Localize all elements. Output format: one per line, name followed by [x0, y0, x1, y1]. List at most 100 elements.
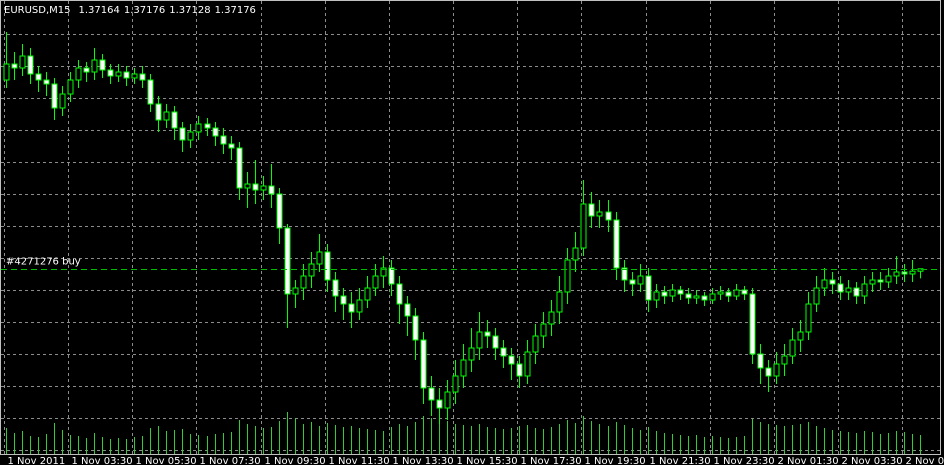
- candle-body: [11, 63, 18, 69]
- candle-body: [43, 79, 50, 85]
- x-tick-label: 1 Nov 03:30: [72, 456, 133, 465]
- candle-body: [629, 279, 636, 285]
- x-tick-label: 1 Nov 15:30: [457, 456, 518, 465]
- candle-body: [428, 387, 435, 401]
- candle-body: [829, 279, 836, 285]
- x-tick-label: 1 Nov 19:30: [585, 456, 646, 465]
- candle-body: [877, 279, 884, 283]
- candle-body: [195, 123, 202, 133]
- x-tick-label: 1 Nov 21:30: [650, 456, 711, 465]
- candle-body: [861, 283, 868, 297]
- candle-body: [187, 131, 194, 141]
- candle-body: [3, 63, 10, 81]
- candle-body: [332, 279, 339, 297]
- candle-body: [853, 287, 860, 297]
- candle-body: [821, 279, 828, 289]
- candle-body: [348, 303, 355, 313]
- candle-body: [813, 287, 820, 305]
- symbol-title: EURUSD,M15: [4, 5, 70, 16]
- candle-body: [797, 331, 804, 341]
- candle-body: [605, 211, 612, 221]
- candle-body: [260, 185, 267, 191]
- candle-body: [709, 293, 716, 301]
- candle-body: [404, 303, 411, 317]
- candle-body: [364, 287, 371, 301]
- last-close: 1.37176: [215, 5, 256, 16]
- candle-body: [228, 143, 235, 149]
- x-tick-label: 1 Nov 23:30: [714, 456, 775, 465]
- candle-body: [139, 73, 146, 81]
- candle-body: [147, 79, 154, 105]
- candle-body: [645, 275, 652, 301]
- candle-body: [420, 339, 427, 389]
- candle-body: [252, 183, 259, 191]
- candle-body: [613, 219, 620, 269]
- candle-body: [179, 127, 186, 141]
- x-tick-label: 1 Nov 11:30: [329, 456, 390, 465]
- candle-body: [171, 111, 178, 129]
- x-tick-label: 1 Nov 13:30: [393, 456, 454, 465]
- candle-body: [292, 287, 299, 295]
- x-tick-label: 2 Nov 05:3: [906, 456, 944, 465]
- candle-body: [588, 203, 595, 217]
- candle-body: [388, 267, 395, 285]
- order-label: #4271276 buy: [6, 257, 81, 268]
- candle-body: [564, 259, 571, 293]
- candle-body: [805, 303, 812, 333]
- candle-body: [500, 347, 507, 357]
- candle-body: [637, 275, 644, 285]
- candle-body: [131, 73, 138, 79]
- candle-body: [324, 251, 331, 281]
- candle-body: [540, 323, 547, 337]
- candle-body: [396, 283, 403, 305]
- candle-body: [749, 293, 756, 355]
- candle-body: [452, 375, 459, 393]
- last-low: 1.37128: [169, 5, 210, 16]
- candle-body: [155, 103, 162, 121]
- candle-body: [444, 391, 451, 409]
- candle-body: [99, 59, 106, 71]
- last-open: 1.37164: [78, 5, 119, 16]
- candle-body: [212, 127, 219, 137]
- candle-body: [59, 93, 66, 109]
- candle-body: [677, 289, 684, 295]
- candle-body: [356, 299, 363, 313]
- candle-body: [765, 367, 772, 377]
- candle-body: [27, 55, 34, 75]
- chart-header: EURUSD,M15 1.37164 1.37176 1.37128 1.37176: [4, 5, 256, 16]
- x-tick-label: 1 Nov 05:30: [136, 456, 197, 465]
- candle-body: [75, 67, 82, 81]
- candle-body: [717, 291, 724, 295]
- candle-body: [621, 267, 628, 281]
- candle-body: [596, 211, 603, 217]
- candle-body: [733, 289, 740, 297]
- candle-body: [781, 355, 788, 365]
- x-tick-label: 1 Nov 09:30: [265, 456, 326, 465]
- grid: [1, 1, 940, 455]
- candle-body: [773, 363, 780, 377]
- candle-body: [524, 351, 531, 377]
- candle-body: [372, 275, 379, 289]
- candle-body: [300, 275, 307, 289]
- candle-body: [163, 111, 170, 121]
- candle-body: [436, 399, 443, 409]
- candle-body: [276, 193, 283, 229]
- candle-body: [492, 335, 499, 349]
- candle-body: [757, 353, 764, 369]
- candle-body: [741, 289, 748, 295]
- candle-body: [35, 73, 42, 81]
- candle-body: [901, 271, 908, 275]
- candle-body: [845, 287, 852, 293]
- candle-body: [284, 227, 291, 295]
- candle-body: [837, 283, 844, 293]
- x-tick-label: 2 Nov 01:30: [778, 456, 839, 465]
- candle-body: [869, 279, 876, 285]
- candle-layer: [3, 32, 924, 424]
- x-tick-label: 1 Nov 2011: [8, 456, 66, 465]
- volume-layer: [6, 412, 921, 454]
- candle-body: [508, 355, 515, 365]
- candle-body: [91, 59, 98, 73]
- candle-body: [268, 185, 275, 195]
- plot-frame: [0, 0, 941, 455]
